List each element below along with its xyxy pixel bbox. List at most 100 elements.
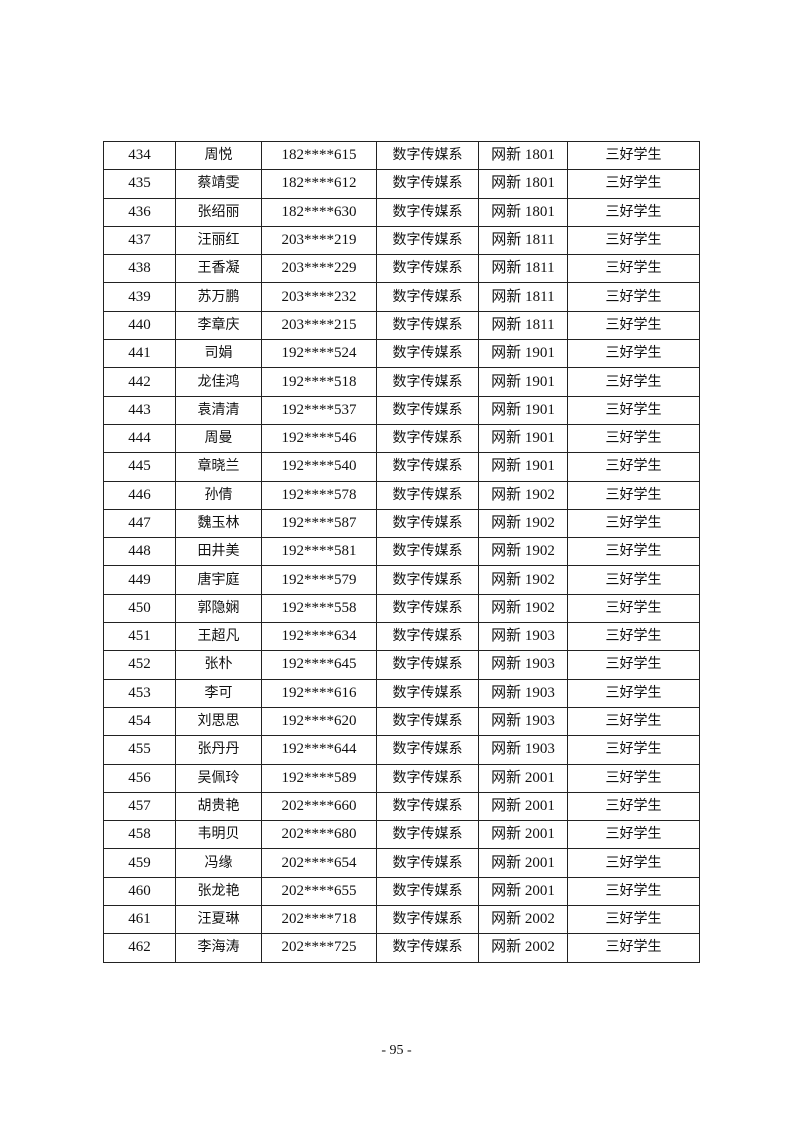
student-name-cell: 刘思思 — [175, 706, 262, 737]
student-name-cell: 司娟 — [175, 339, 262, 369]
table-row: 460 张龙艳 202****655 数字传媒系 网新 2001 三好学生 — [103, 876, 700, 907]
student-name-cell: 张绍丽 — [175, 197, 262, 227]
class-name-cell: 网新 1811 — [478, 310, 568, 341]
student-id-cell: 202****725 — [261, 933, 377, 963]
student-id-cell: 192****578 — [261, 480, 377, 510]
class-name-cell: 网新 2001 — [478, 876, 568, 907]
row-number-cell: 446 — [103, 480, 176, 510]
table-row: 440 李章庆 203****215 数字传媒系 网新 1811 三好学生 — [103, 310, 700, 341]
table-row: 446 孙倩 192****578 数字传媒系 网新 1902 三好学生 — [103, 480, 700, 510]
row-number-cell: 456 — [103, 763, 176, 793]
table-row: 454 刘思思 192****620 数字传媒系 网新 1903 三好学生 — [103, 706, 700, 737]
student-name-cell: 苏万鹏 — [175, 282, 262, 312]
table-row: 458 韦明贝 202****680 数字传媒系 网新 2001 三好学生 — [103, 820, 700, 850]
department-cell: 数字传媒系 — [376, 622, 479, 652]
table-row: 453 李可 192****616 数字传媒系 网新 1903 三好学生 — [103, 678, 700, 708]
row-number-cell: 457 — [103, 791, 176, 822]
row-number-cell: 458 — [103, 820, 176, 850]
department-cell: 数字传媒系 — [376, 876, 479, 907]
row-number-cell: 438 — [103, 254, 176, 284]
honor-cell: 三好学生 — [567, 169, 700, 199]
row-number-cell: 454 — [103, 706, 176, 737]
table-row: 447 魏玉林 192****587 数字传媒系 网新 1902 三好学生 — [103, 508, 700, 539]
class-name-cell: 网新 2002 — [478, 933, 568, 963]
row-number-cell: 460 — [103, 876, 176, 907]
table-row: 462 李海涛 202****725 数字传媒系 网新 2002 三好学生 — [103, 933, 700, 963]
table-row: 438 王香凝 203****229 数字传媒系 网新 1811 三好学生 — [103, 254, 700, 284]
department-cell: 数字传媒系 — [376, 537, 479, 567]
student-name-cell: 韦明贝 — [175, 820, 262, 850]
class-name-cell: 网新 1903 — [478, 622, 568, 652]
row-number-cell: 437 — [103, 225, 176, 256]
class-name-cell: 网新 2001 — [478, 848, 568, 878]
student-id-cell: 192****546 — [261, 423, 377, 454]
class-name-cell: 网新 2002 — [478, 905, 568, 935]
department-cell: 数字传媒系 — [376, 423, 479, 454]
honor-cell: 三好学生 — [567, 706, 700, 737]
class-name-cell: 网新 1902 — [478, 537, 568, 567]
student-id-cell: 192****537 — [261, 395, 377, 425]
row-number-cell: 436 — [103, 197, 176, 227]
class-name-cell: 网新 1901 — [478, 395, 568, 425]
department-cell: 数字传媒系 — [376, 593, 479, 624]
department-cell: 数字传媒系 — [376, 905, 479, 935]
student-name-cell: 章晓兰 — [175, 452, 262, 482]
student-name-cell: 李海涛 — [175, 933, 262, 963]
class-name-cell: 网新 1903 — [478, 650, 568, 680]
student-id-cell: 192****579 — [261, 565, 377, 595]
table-row: 452 张朴 192****645 数字传媒系 网新 1903 三好学生 — [103, 650, 700, 680]
honor-cell: 三好学生 — [567, 735, 700, 765]
honor-cell: 三好学生 — [567, 622, 700, 652]
department-cell: 数字传媒系 — [376, 650, 479, 680]
class-name-cell: 网新 1903 — [478, 678, 568, 708]
row-number-cell: 461 — [103, 905, 176, 935]
class-name-cell: 网新 1902 — [478, 565, 568, 595]
student-id-cell: 192****540 — [261, 452, 377, 482]
honor-cell: 三好学生 — [567, 876, 700, 907]
student-name-cell: 张丹丹 — [175, 735, 262, 765]
row-number-cell: 442 — [103, 367, 176, 397]
row-number-cell: 439 — [103, 282, 176, 312]
table-row: 450 郭隐娴 192****558 数字传媒系 网新 1902 三好学生 — [103, 593, 700, 624]
table-row: 451 王超凡 192****634 数字传媒系 网新 1903 三好学生 — [103, 622, 700, 652]
honor-cell: 三好学生 — [567, 537, 700, 567]
student-id-cell: 202****680 — [261, 820, 377, 850]
student-name-cell: 田井美 — [175, 537, 262, 567]
department-cell: 数字传媒系 — [376, 452, 479, 482]
honor-cell: 三好学生 — [567, 310, 700, 341]
student-id-cell: 192****589 — [261, 763, 377, 793]
honor-cell: 三好学生 — [567, 763, 700, 793]
honor-cell: 三好学生 — [567, 225, 700, 256]
row-number-cell: 445 — [103, 452, 176, 482]
department-cell: 数字传媒系 — [376, 282, 479, 312]
honor-cell: 三好学生 — [567, 197, 700, 227]
row-number-cell: 459 — [103, 848, 176, 878]
student-id-cell: 192****616 — [261, 678, 377, 708]
honor-cell: 三好学生 — [567, 423, 700, 454]
student-id-cell: 192****581 — [261, 537, 377, 567]
honor-cell: 三好学生 — [567, 339, 700, 369]
honor-cell: 三好学生 — [567, 678, 700, 708]
class-name-cell: 网新 2001 — [478, 763, 568, 793]
row-number-cell: 449 — [103, 565, 176, 595]
department-cell: 数字传媒系 — [376, 508, 479, 539]
honor-cell: 三好学生 — [567, 848, 700, 878]
honor-cell: 三好学生 — [567, 565, 700, 595]
student-name-cell: 袁清清 — [175, 395, 262, 425]
student-id-cell: 192****587 — [261, 508, 377, 539]
department-cell: 数字传媒系 — [376, 820, 479, 850]
table-row: 461 汪夏琳 202****718 数字传媒系 网新 2002 三好学生 — [103, 905, 700, 935]
student-id-cell: 202****718 — [261, 905, 377, 935]
student-name-cell: 龙佳鸿 — [175, 367, 262, 397]
student-name-cell: 周曼 — [175, 423, 262, 454]
class-name-cell: 网新 1901 — [478, 367, 568, 397]
table-row: 448 田井美 192****581 数字传媒系 网新 1902 三好学生 — [103, 537, 700, 567]
student-name-cell: 汪夏琳 — [175, 905, 262, 935]
student-name-cell: 王香凝 — [175, 254, 262, 284]
page-number: - 95 - — [381, 1043, 412, 1058]
class-name-cell: 网新 1902 — [478, 508, 568, 539]
row-number-cell: 448 — [103, 537, 176, 567]
row-number-cell: 451 — [103, 622, 176, 652]
student-name-cell: 孙倩 — [175, 480, 262, 510]
class-name-cell: 网新 1901 — [478, 452, 568, 482]
